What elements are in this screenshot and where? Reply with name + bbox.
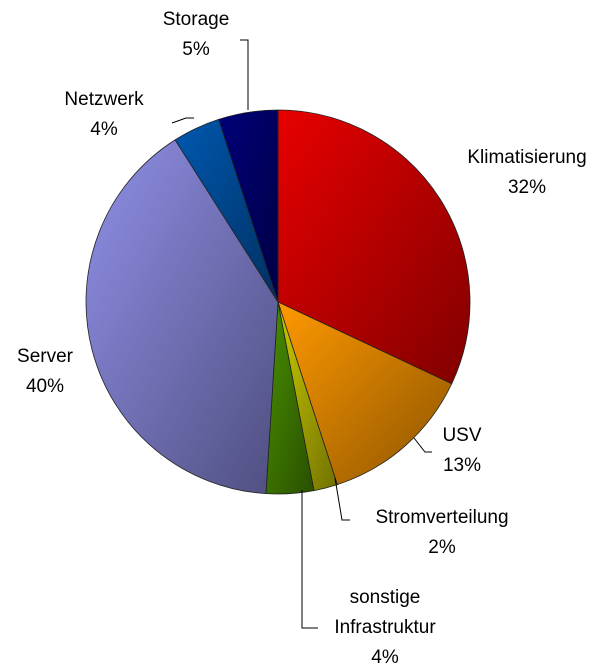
slice-label: Stromverteilung: [375, 507, 508, 528]
value-label: 40%: [26, 376, 64, 397]
pie-slice: [277, 109, 471, 385]
value-label: 4%: [371, 647, 399, 668]
value-label: 32%: [508, 177, 546, 198]
pie-slice: [277, 301, 453, 486]
leader-line: [240, 39, 249, 110]
leader-line: [413, 437, 432, 453]
slice-label: Netzwerk: [64, 89, 144, 110]
value-label: 13%: [443, 455, 481, 476]
slice-label: USV: [442, 425, 481, 446]
leader-line: [171, 117, 194, 124]
slice-label: Klimatisierung: [467, 147, 586, 168]
slice-label: Storage: [163, 9, 230, 30]
value-label: 4%: [90, 119, 118, 140]
slice-label: sonstige Infrastruktur: [334, 587, 436, 638]
pie-slice: [218, 109, 279, 303]
slice-label: Server: [17, 346, 74, 367]
leader-line: [301, 490, 318, 629]
value-label: 5%: [182, 39, 210, 60]
value-label: 2%: [428, 537, 456, 558]
pie-slice: [85, 139, 279, 495]
leader-line: [334, 477, 350, 521]
